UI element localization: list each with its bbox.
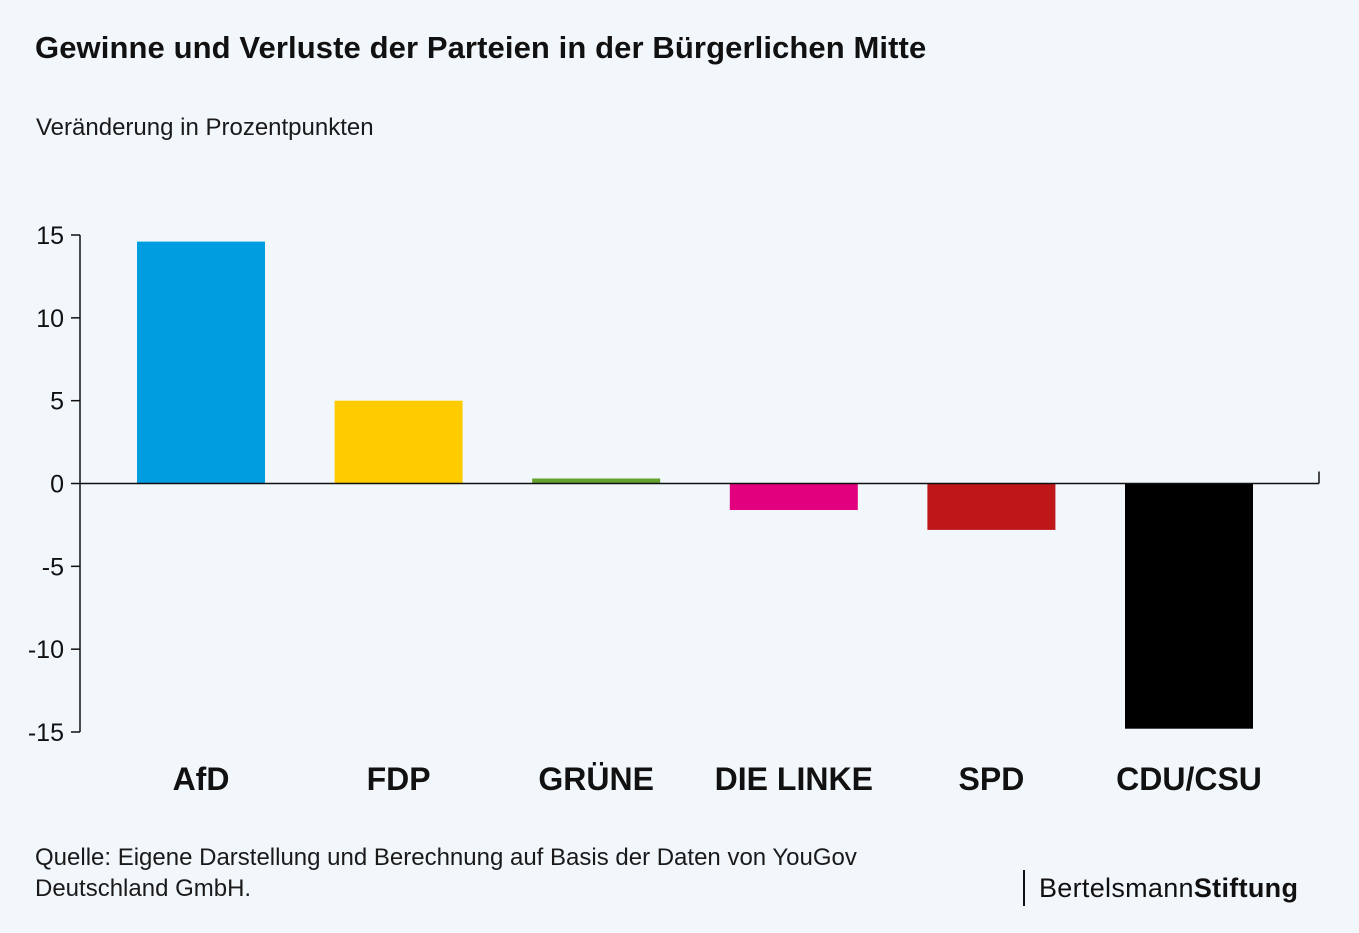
source-note: Quelle: Eigene Darstellung und Berechnun… — [35, 844, 857, 902]
x-category-label: SPD — [959, 761, 1025, 797]
x-category-label: GRÜNE — [538, 761, 654, 797]
bar-die-linke — [729, 483, 858, 510]
x-category-label: DIE LINKE — [715, 761, 873, 797]
y-tick-label: 10 — [36, 305, 64, 333]
x-category-label: AfD — [173, 761, 230, 797]
x-category-label: FDP — [367, 761, 431, 797]
y-tick-label: 5 — [50, 388, 64, 416]
bertelsmann-stiftung-logo: BertelsmannStiftung — [1023, 870, 1298, 906]
logo-text: BertelsmannStiftung — [1039, 873, 1298, 904]
logo-divider — [1023, 870, 1025, 906]
logo-text-bold: Stiftung — [1193, 872, 1299, 903]
y-tick-label: -5 — [42, 553, 64, 581]
y-tick-label: -15 — [28, 719, 64, 747]
bar-spd — [927, 483, 1056, 530]
bar-fdp — [334, 400, 463, 484]
y-axis-label: Veränderung in Prozentpunkten — [36, 114, 374, 141]
y-tick-label: -10 — [28, 636, 64, 664]
chart-title: Gewinne und Verluste der Parteien in der… — [35, 30, 927, 65]
y-tick-label: 0 — [50, 471, 64, 499]
y-tick-label: 15 — [36, 222, 64, 250]
logo-text-regular: Bertelsmann — [1039, 872, 1194, 903]
bar-cdu-csu — [1125, 483, 1253, 729]
x-category-label: CDU/CSU — [1116, 761, 1262, 797]
bar-gr-ne — [532, 478, 661, 484]
bar-afd — [137, 241, 265, 484]
